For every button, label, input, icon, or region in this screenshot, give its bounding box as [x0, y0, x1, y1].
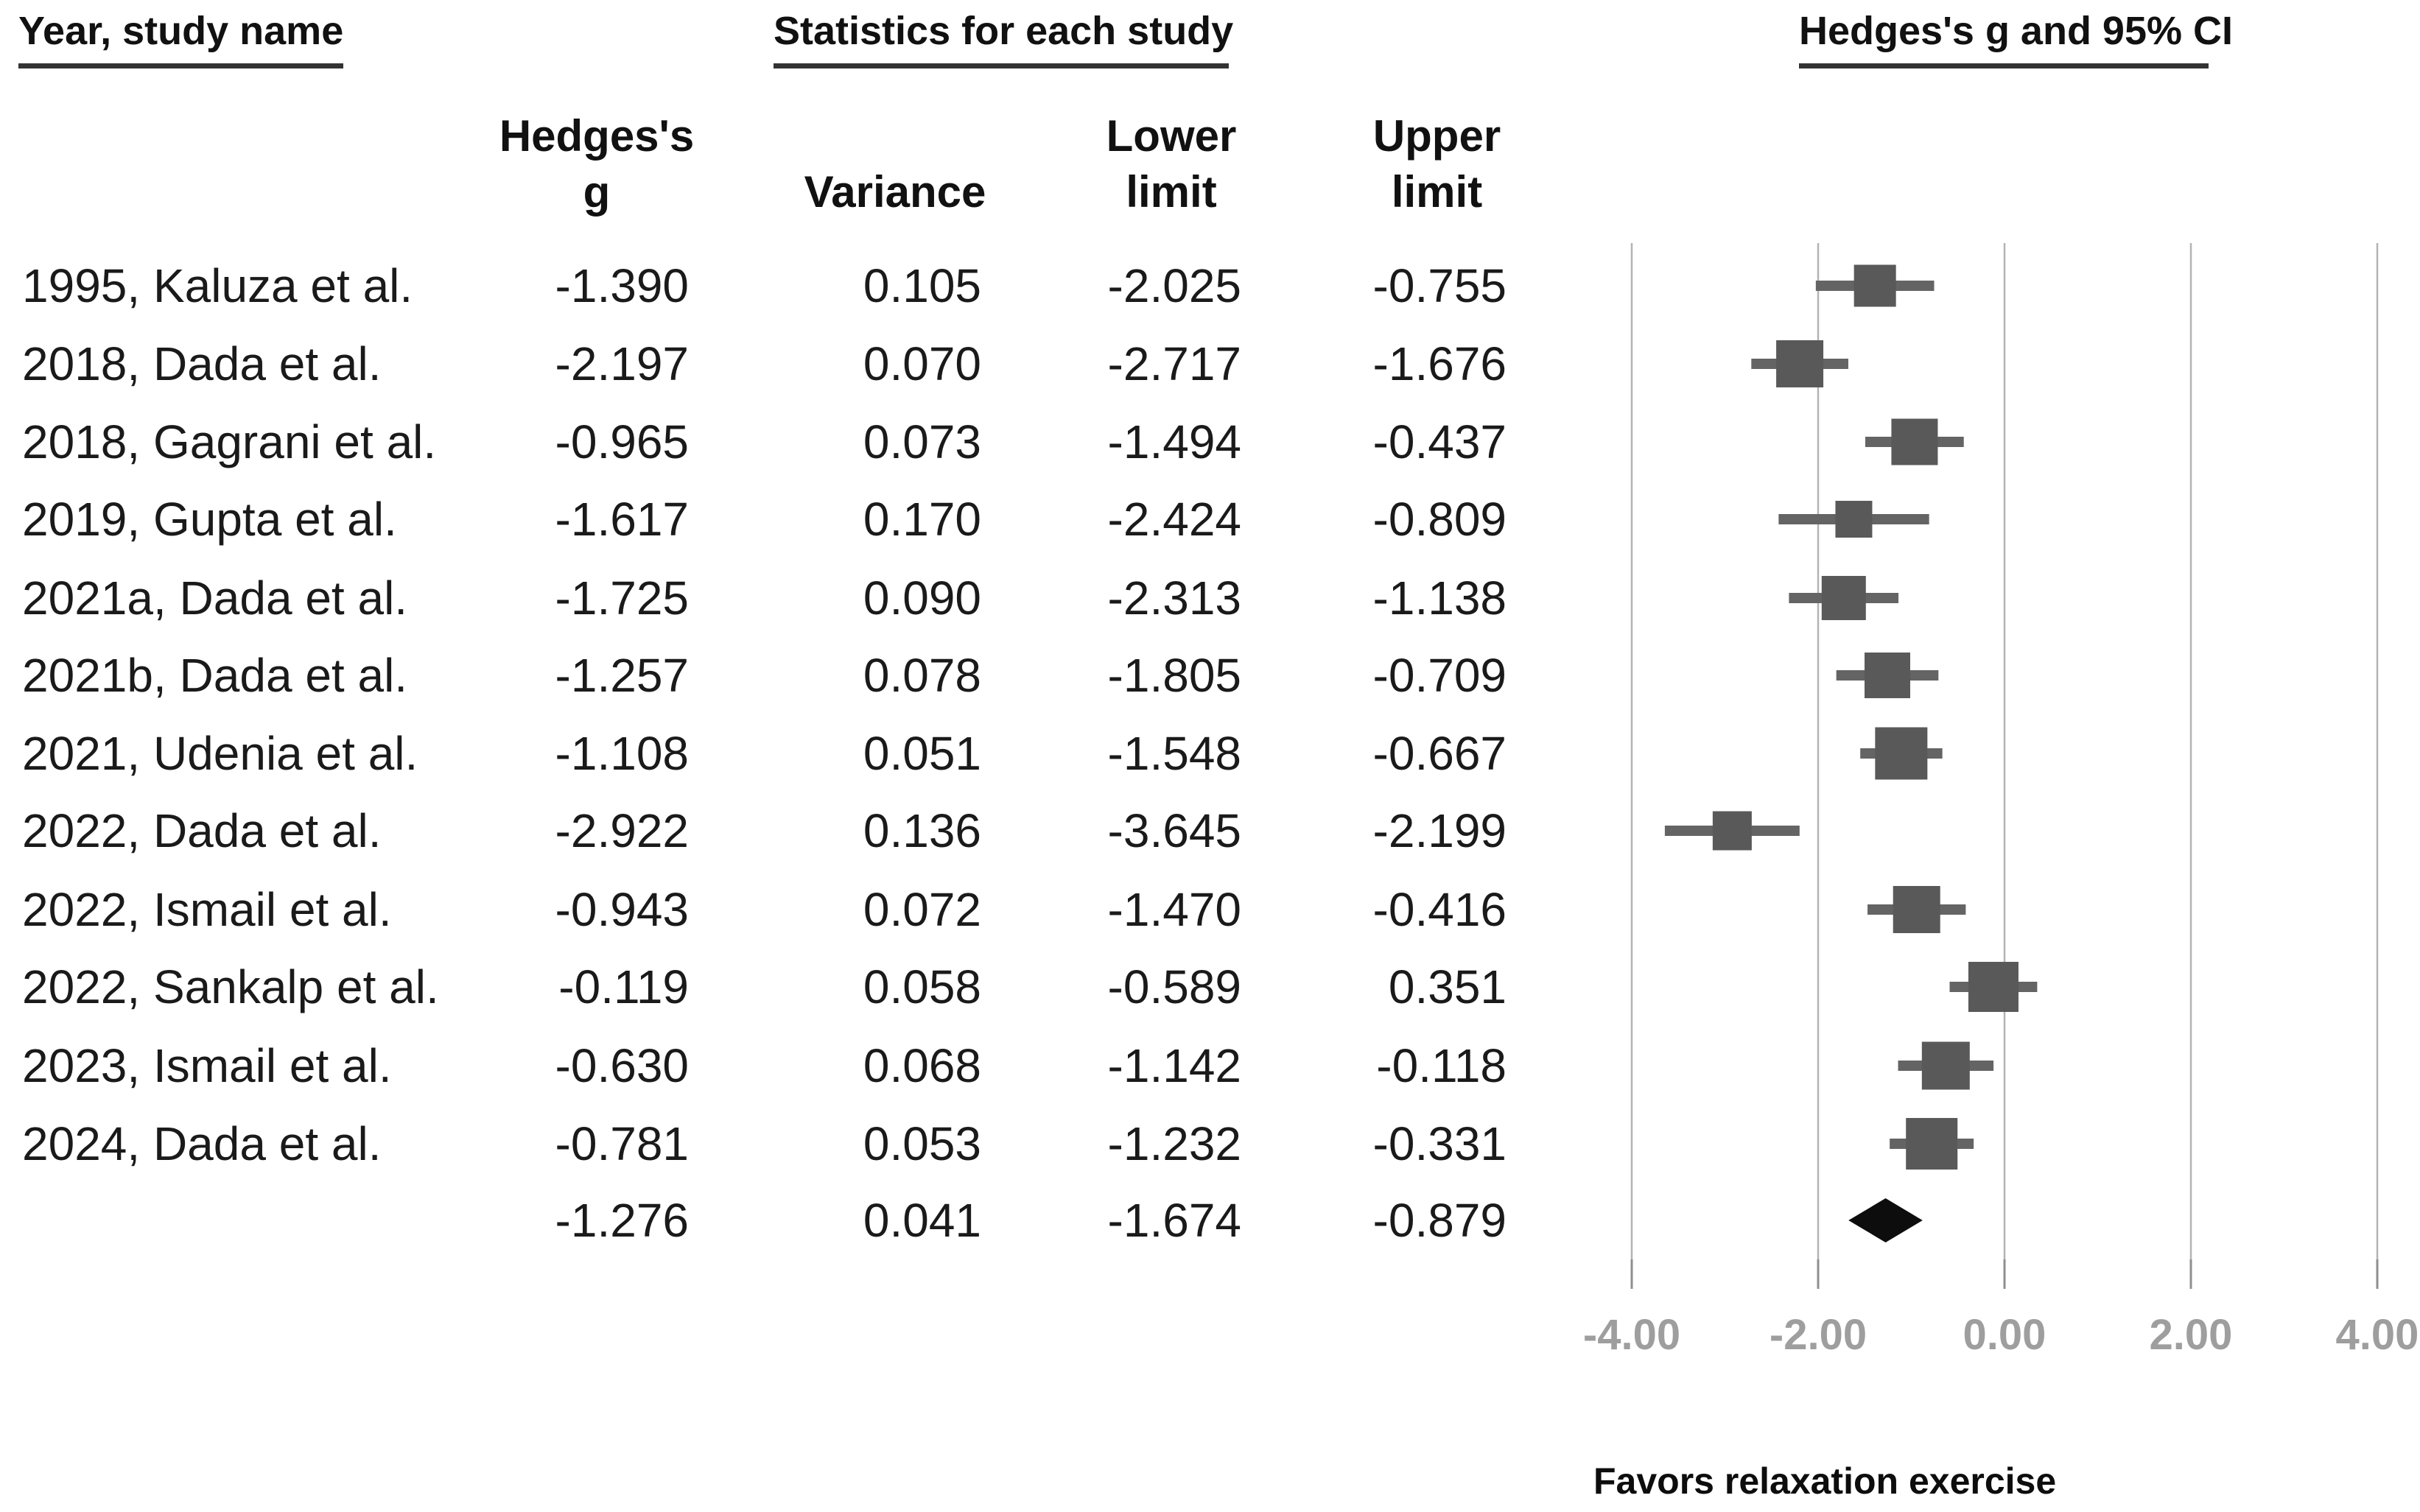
- effect-box: [1835, 501, 1873, 538]
- hedges-g-cell: -1.276: [555, 1194, 689, 1247]
- effect-box: [1968, 962, 2019, 1012]
- lower-limit-cell: -1.494: [1107, 415, 1241, 468]
- hedges-g-cell: -1.725: [555, 572, 689, 625]
- variance-cell: 0.090: [863, 572, 981, 625]
- study-name-cell: 2018, Gagrani et al.: [22, 415, 437, 468]
- statistics-section-title-text: Statistics for each study: [774, 9, 1233, 68]
- upper-limit-cell: 0.351: [1388, 960, 1507, 1013]
- effect-box: [1864, 653, 1910, 698]
- effect-box: [1893, 886, 1940, 933]
- effect-box: [1821, 576, 1866, 620]
- axis-tick-label: 0.00: [1963, 1311, 2047, 1359]
- effect-box: [1776, 340, 1824, 387]
- lower-limit-cell: -2.313: [1107, 572, 1241, 625]
- study-column-title-text: Year, study name: [18, 9, 344, 68]
- variance-cell: 0.051: [863, 727, 981, 780]
- hedges-g-cell: -2.197: [555, 337, 689, 390]
- upper-limit-cell: -0.437: [1372, 415, 1507, 468]
- hedges-g-cell: -1.390: [555, 259, 689, 312]
- upper-limit-cell: -0.416: [1372, 883, 1507, 936]
- upper-limit-cell: -0.879: [1372, 1194, 1507, 1247]
- study-name-cell: 2018, Dada et al.: [22, 337, 382, 390]
- hedges-g-cell: -1.257: [555, 649, 689, 702]
- variance-cell: 0.105: [863, 259, 981, 312]
- forest-plot: -4.00 -2.00 0.00 2.00 4.00: [1584, 243, 2419, 1359]
- statistics-section-title: Statistics for each study: [774, 9, 1233, 68]
- variance-cell: 0.070: [863, 337, 981, 390]
- variance-cell: 0.078: [863, 649, 981, 702]
- lower-limit-header-line2: limit: [1126, 167, 1217, 217]
- lower-limit-cell: -1.805: [1107, 649, 1241, 702]
- variance-cell: 0.072: [863, 883, 981, 936]
- lower-limit-cell: -2.717: [1107, 337, 1241, 390]
- effect-box: [1712, 811, 1752, 851]
- lower-limit-cell: -0.589: [1107, 960, 1241, 1013]
- axis-tick-label: 2.00: [2150, 1311, 2233, 1359]
- study-name-cell: 2022, Sankalp et al.: [22, 960, 439, 1013]
- lower-limit-cell: -2.025: [1107, 259, 1241, 312]
- upper-limit-cell: -0.118: [1376, 1039, 1507, 1092]
- lower-limit-cell: -1.470: [1107, 883, 1241, 936]
- study-name-cell: [22, 1195, 464, 1246]
- lower-limit-cell: -1.548: [1107, 727, 1241, 780]
- variance-cell: 0.058: [863, 960, 981, 1013]
- study-name-cell: 1995, Kaluza et al.: [22, 259, 413, 312]
- hedges-g-header-line2: g: [583, 167, 611, 217]
- variance-cell: 0.136: [863, 804, 981, 857]
- study-name-cell: 2023, Ismail et al.: [22, 1039, 392, 1092]
- plot-section-title-text: Hedges's g and 95% CI: [1799, 9, 2233, 68]
- effect-box: [1891, 418, 1938, 465]
- hedges-g-cell: -0.781: [555, 1117, 689, 1170]
- upper-limit-header-line2: limit: [1391, 167, 1483, 217]
- study-name-cell: 2022, Ismail et al.: [22, 883, 392, 936]
- hedges-g-cell: -0.119: [558, 960, 689, 1013]
- upper-limit-cell: -0.809: [1372, 493, 1507, 546]
- upper-limit-cell: -0.755: [1372, 259, 1507, 312]
- variance-cell: 0.041: [863, 1194, 981, 1247]
- hedges-g-cell: -0.943: [555, 883, 689, 936]
- lower-limit-cell: -1.142: [1107, 1039, 1241, 1092]
- variance-cell: 0.068: [863, 1039, 981, 1092]
- variance-cell: 0.073: [863, 415, 981, 468]
- summary-diamond: [1848, 1198, 1923, 1242]
- upper-limit-header-line1: Upper: [1372, 111, 1501, 161]
- study-name-cell: 2021, Udenia et al.: [22, 727, 418, 780]
- lower-limit-cell: -1.232: [1107, 1117, 1241, 1170]
- hedges-g-cell: -1.108: [555, 727, 689, 780]
- favors-label: Favors relaxation exercise: [1593, 1460, 2057, 1502]
- effect-box: [1875, 727, 1928, 780]
- lower-limit-cell: -3.645: [1107, 804, 1241, 857]
- hedges-g-cell: -1.617: [555, 493, 689, 546]
- axis-tick-label: 4.00: [2336, 1311, 2419, 1359]
- upper-limit-cell: -2.199: [1372, 804, 1507, 857]
- lower-limit-header-line1: Lower: [1106, 111, 1237, 161]
- hedges-g-cell: -0.965: [555, 415, 689, 468]
- effect-box: [1853, 264, 1896, 307]
- study-name-cell: 2021a, Dada et al.: [22, 572, 408, 625]
- study-column-title: Year, study name: [18, 9, 344, 68]
- upper-limit-cell: -0.709: [1372, 649, 1507, 702]
- variance-cell: 0.053: [863, 1117, 981, 1170]
- upper-limit-cell: -0.331: [1372, 1117, 1507, 1170]
- upper-limit-cell: -1.676: [1372, 337, 1507, 390]
- effect-box: [1921, 1041, 1970, 1090]
- study-name-cell: 2024, Dada et al.: [22, 1117, 382, 1170]
- plot-section-title: Hedges's g and 95% CI: [1799, 9, 2233, 68]
- variance-cell: 0.170: [863, 493, 981, 546]
- lower-limit-cell: -2.424: [1107, 493, 1241, 546]
- axis-tick-label: -2.00: [1770, 1311, 1867, 1359]
- hedges-g-cell: -0.630: [555, 1039, 689, 1092]
- axis-tick-label: -4.00: [1584, 1311, 1680, 1359]
- upper-limit-cell: -1.138: [1372, 572, 1507, 625]
- study-name-cell: 2022, Dada et al.: [22, 804, 382, 857]
- upper-limit-cell: -0.667: [1372, 727, 1507, 780]
- hedges-g-cell: -2.922: [555, 804, 689, 857]
- effect-box: [1906, 1118, 1958, 1170]
- variance-header: Variance: [804, 167, 986, 217]
- study-name-cell: 2021b, Dada et al.: [22, 649, 408, 702]
- study-name-cell: 2019, Gupta et al.: [22, 493, 397, 546]
- lower-limit-cell: -1.674: [1107, 1194, 1241, 1247]
- hedges-g-header-line1: Hedges's: [499, 111, 695, 161]
